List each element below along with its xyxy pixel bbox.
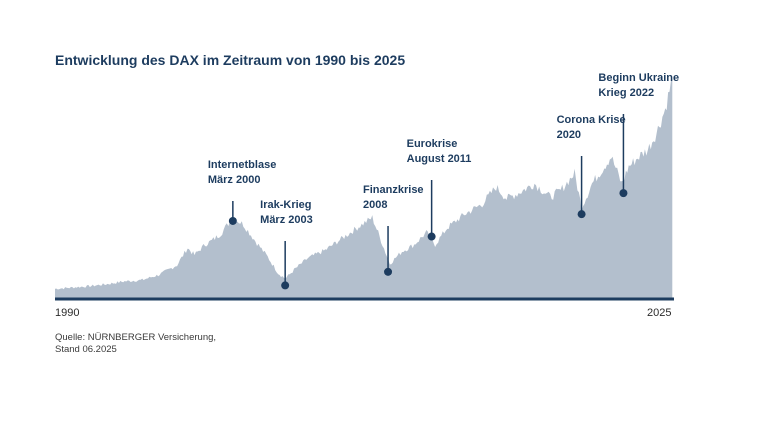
annotation-label-line: 2020 bbox=[557, 129, 581, 141]
chart-title: Entwicklung des DAX im Zeitraum von 1990… bbox=[55, 52, 406, 68]
annotation-label-line: August 2011 bbox=[407, 153, 472, 165]
source-line-1: Quelle: NÜRNBERGER Versicherung, bbox=[55, 332, 217, 343]
annotation-label-line: Internetblase bbox=[208, 159, 276, 171]
annotation-label-line: Corona Krise bbox=[557, 114, 626, 126]
dax-area bbox=[55, 78, 673, 300]
annotation-5: Beginn Ukraine Krieg 2022 bbox=[598, 72, 679, 198]
annotation-label-line: Finanzkrise bbox=[363, 184, 424, 196]
annotation-label-line: März 2003 bbox=[260, 214, 313, 226]
annotation-marker bbox=[281, 281, 290, 290]
annotation-marker bbox=[427, 232, 436, 241]
annotation-2: Finanzkrise 2008 bbox=[363, 184, 424, 276]
source-note: Quelle: NÜRNBERGER Versicherung, Stand 0… bbox=[55, 332, 216, 356]
annotation-4: Corona Krise 2020 bbox=[557, 114, 626, 219]
annotation-label-line: März 2000 bbox=[208, 174, 261, 186]
annotation-marker bbox=[384, 267, 393, 276]
annotations: Internetblase März 2000 Irak-Krieg März 200… bbox=[208, 72, 679, 290]
x-tick-start: 1990 bbox=[55, 307, 80, 319]
annotation-marker bbox=[619, 189, 628, 198]
annotation-label-line: Irak-Krieg bbox=[260, 199, 311, 211]
source-line-2: Stand 06.2025 bbox=[55, 344, 117, 355]
annotation-label-line: Beginn Ukraine bbox=[598, 72, 679, 84]
x-tick-end: 2025 bbox=[647, 307, 672, 319]
annotation-label-line: Eurokrise bbox=[407, 138, 458, 150]
annotation-marker bbox=[577, 210, 586, 219]
annotation-label-line: 2008 bbox=[363, 199, 387, 211]
annotation-0: Internetblase März 2000 bbox=[208, 159, 276, 225]
annotation-label-line: Krieg 2022 bbox=[598, 87, 654, 99]
annotation-marker bbox=[228, 216, 237, 225]
annotation-1: Irak-Krieg März 2003 bbox=[260, 199, 313, 290]
annotation-3: Eurokrise August 2011 bbox=[407, 138, 472, 241]
